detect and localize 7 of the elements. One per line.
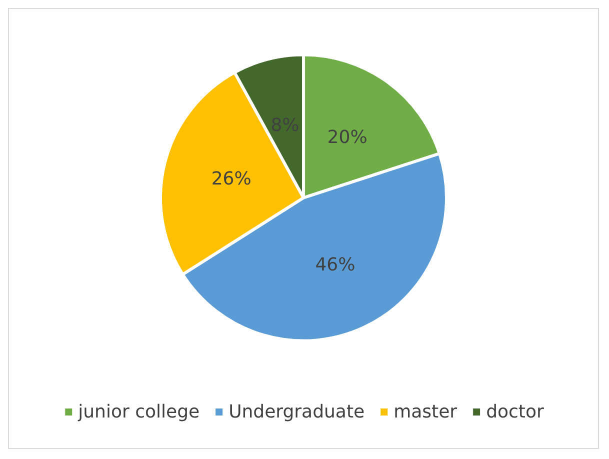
legend-label: Undergraduate	[228, 402, 365, 422]
data-label: 46%	[315, 254, 356, 276]
data-label: 20%	[327, 127, 368, 148]
legend-label: doctor	[486, 402, 544, 422]
legend-label: master	[394, 402, 458, 422]
legend-label: junior college	[77, 402, 200, 422]
data-label: 26%	[211, 168, 252, 190]
